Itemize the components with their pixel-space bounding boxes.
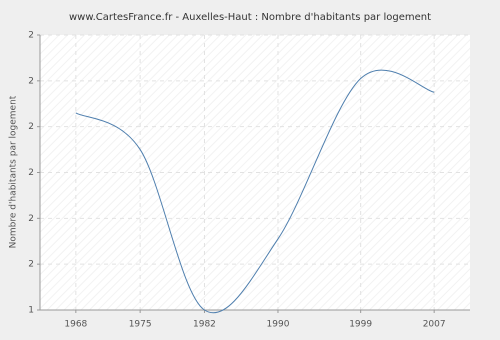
y-tick-label: 2 <box>28 76 34 86</box>
y-tick-label: 2 <box>28 122 34 132</box>
x-tick-label: 1975 <box>129 320 152 330</box>
x-tick-label: 1982 <box>193 320 216 330</box>
x-tick-label: 1990 <box>267 320 290 330</box>
y-tick-label: 2 <box>28 260 34 270</box>
y-axis-label: Nombre d'habitants par logement <box>9 95 19 248</box>
y-tick-label: 2 <box>28 31 34 41</box>
x-tick-label: 1968 <box>64 320 87 330</box>
chart-title: www.CartesFrance.fr - Auxelles-Haut : No… <box>69 12 431 23</box>
y-tick-label: 2 <box>28 214 34 224</box>
x-tick-label: 1999 <box>349 320 372 330</box>
line-series <box>75 69 435 314</box>
y-tick-label: 2 <box>28 168 34 178</box>
x-tick-label: 2007 <box>423 320 446 330</box>
y-tick-label: 1 <box>28 306 34 316</box>
plot-hatch <box>40 35 470 310</box>
